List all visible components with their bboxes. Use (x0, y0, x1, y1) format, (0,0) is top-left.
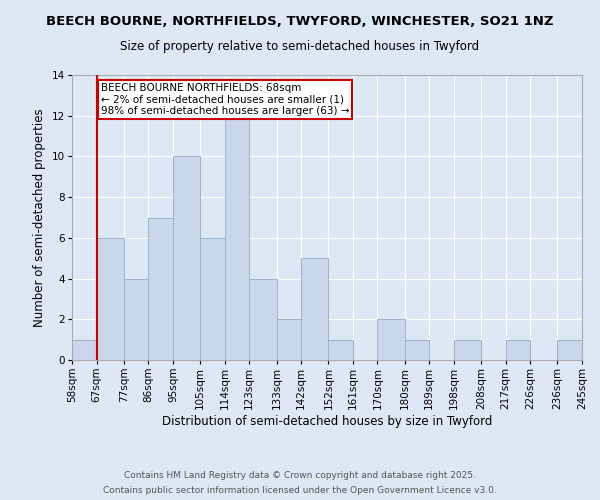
Bar (148, 218, 173, 360)
Text: BEECH BOURNE, NORTHFIELDS, TWYFORD, WINCHESTER, SO21 1NZ: BEECH BOURNE, NORTHFIELDS, TWYFORD, WINC… (46, 15, 554, 28)
Bar (173, 156, 200, 360)
Bar (225, 116, 249, 360)
Bar (454, 340, 481, 360)
Bar (557, 340, 582, 360)
Text: Size of property relative to semi-detached houses in Twyford: Size of property relative to semi-detach… (121, 40, 479, 53)
Bar (328, 340, 353, 360)
X-axis label: Distribution of semi-detached houses by size in Twyford: Distribution of semi-detached houses by … (162, 414, 492, 428)
Bar (200, 238, 225, 360)
Bar (249, 278, 277, 360)
Bar (277, 320, 301, 360)
Bar (377, 320, 405, 360)
Bar (97, 238, 124, 360)
Text: Contains HM Land Registry data © Crown copyright and database right 2025.: Contains HM Land Registry data © Crown c… (124, 471, 476, 480)
Bar (72, 340, 97, 360)
Y-axis label: Number of semi-detached properties: Number of semi-detached properties (33, 108, 46, 327)
Bar (124, 278, 148, 360)
Text: Contains public sector information licensed under the Open Government Licence v3: Contains public sector information licen… (103, 486, 497, 495)
Bar (405, 340, 429, 360)
Text: BEECH BOURNE NORTHFIELDS: 68sqm
← 2% of semi-detached houses are smaller (1)
98%: BEECH BOURNE NORTHFIELDS: 68sqm ← 2% of … (101, 83, 349, 116)
Bar (301, 258, 328, 360)
Bar (506, 340, 530, 360)
